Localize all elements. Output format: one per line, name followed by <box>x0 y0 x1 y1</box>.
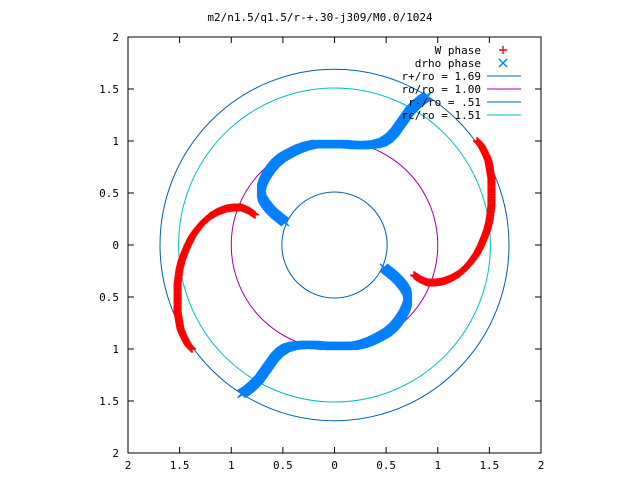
legend-label-2: r+/ro = 1.69 <box>402 70 481 83</box>
legend-marker-0 <box>499 46 507 54</box>
x-tick-label-8: 2 <box>538 459 545 472</box>
y-tick-label-1: 1.5 <box>99 83 119 96</box>
marker-1-0-220 <box>422 91 432 101</box>
y-tick-label-2: 1 <box>112 135 119 148</box>
x-tick-label-2: 1 <box>228 459 235 472</box>
axis-ticks: 2 1.5 1 0.5 0 0.5 1 1.5 221.510.500.511.52 <box>99 31 544 472</box>
x-tick-label-7: 1.5 <box>479 459 499 472</box>
x-tick-label-3: 0.5 <box>273 459 293 472</box>
x-tick-label-0: 2 <box>125 459 132 472</box>
circle-2 <box>281 191 388 299</box>
legend-label-1: drho phase <box>415 57 481 70</box>
marker-0-1-170 <box>250 210 259 219</box>
legend-label-4: r-/ro = .51 <box>408 96 481 109</box>
series-0-arm-1 <box>173 203 259 353</box>
y-tick-label-0: 2 <box>112 31 119 44</box>
legend-label-0: W phase <box>435 44 481 57</box>
x-tick-label-5: 0.5 <box>376 459 396 472</box>
chart-title: m2/n1.5/q1.5/r-+.30-j309/M0.0/1024 <box>207 11 433 24</box>
circle-0 <box>159 68 510 422</box>
series-1-arm-1 <box>237 263 413 399</box>
y-tick-label-5: 0.5 <box>99 291 119 304</box>
phase-markers <box>173 91 496 399</box>
legend-marker-1 <box>498 58 508 68</box>
x-tick-label-6: 1 <box>434 459 441 472</box>
series-0-arm-0 <box>410 137 496 287</box>
x-tick-label-4: 0 <box>331 459 338 472</box>
y-tick-label-4: 0 <box>112 239 119 252</box>
y-tick-label-3: 0.5 <box>99 187 119 200</box>
series-1-arm-0 <box>256 91 432 227</box>
circle-3 <box>178 87 491 403</box>
marker-0-0-170 <box>410 271 419 280</box>
y-tick-label-7: 1.5 <box>99 395 119 408</box>
reference-circles <box>159 68 510 422</box>
y-tick-label-6: 1 <box>112 343 119 356</box>
legend-label-3: ro/ro = 1.00 <box>402 83 481 96</box>
marker-1-1-220 <box>237 389 247 399</box>
x-tick-label-1: 1.5 <box>170 459 190 472</box>
legend-label-5: rc/ro = 1.51 <box>402 109 481 122</box>
y-tick-label-8: 2 <box>112 447 119 460</box>
